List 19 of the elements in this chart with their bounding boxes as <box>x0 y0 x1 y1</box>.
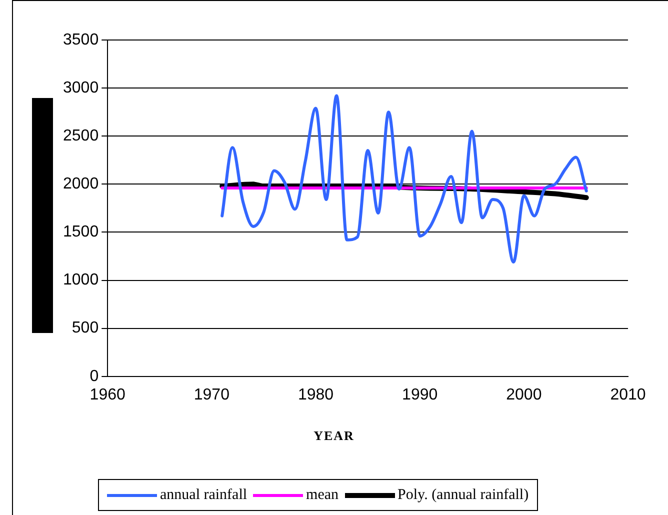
x-tick-label: 1970 <box>194 386 230 404</box>
x-axis-title: YEAR <box>312 428 356 444</box>
y-tick-label: 0 <box>90 368 99 385</box>
y-tick-label: 1000 <box>63 272 99 289</box>
y-tick-label: 1500 <box>63 224 99 241</box>
x-tick-label: 2000 <box>506 386 542 404</box>
line-series <box>220 94 588 264</box>
y-tick-label: 500 <box>72 320 99 337</box>
legend-label: Poly. (annual rainfall) <box>398 486 529 504</box>
y-tick-label: 2000 <box>63 176 99 193</box>
y-tick-label: 3500 <box>63 31 99 48</box>
y-tick-label: 3000 <box>63 79 99 96</box>
y-tick-label: 2500 <box>63 128 99 145</box>
legend-label: annual rainfall <box>160 486 248 504</box>
x-tick-label: 1960 <box>90 386 126 404</box>
x-tick-label: 1980 <box>298 386 334 404</box>
x-tick-label: 1990 <box>402 386 438 404</box>
x-tick-label: 2010 <box>610 386 646 404</box>
legend-label: mean <box>306 486 339 504</box>
